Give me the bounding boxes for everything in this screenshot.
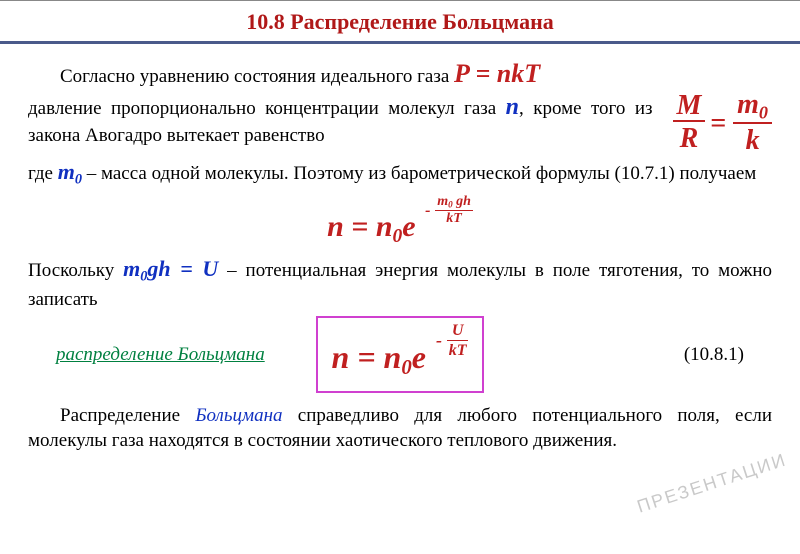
keyword-boltzmann: Больцмана bbox=[195, 405, 282, 426]
minus: - bbox=[425, 202, 430, 219]
exp-frac: U kT bbox=[447, 322, 469, 360]
para-4: Поскольку m0gh = U – потенциальная энерг… bbox=[28, 254, 772, 312]
eq-ideal-gas: P = nkT bbox=[454, 59, 540, 88]
body-content: Согласно уравнению состояния идеального … bbox=[0, 44, 800, 454]
expr-m0gh: m0gh = U bbox=[123, 256, 218, 281]
text: где bbox=[28, 163, 58, 184]
frac-left: M R bbox=[673, 92, 706, 156]
para-3: где m0 – масса одной молекулы. Поэтому и… bbox=[28, 157, 772, 190]
exp-num: m0 gh bbox=[435, 194, 473, 211]
text: – масса одной молекулы. Поэтому из баром… bbox=[82, 163, 756, 184]
para-1: Согласно уравнению состояния идеального … bbox=[28, 56, 772, 91]
var-n: n bbox=[506, 94, 519, 120]
eq-sign: = bbox=[710, 108, 733, 139]
exp-frac: m0 gh kT bbox=[435, 194, 473, 228]
section-header: 10.8 Распределение Больцмана bbox=[0, 0, 800, 44]
frac-num: m0 bbox=[733, 91, 772, 124]
text: Распределение bbox=[60, 405, 195, 426]
exp-den: kT bbox=[435, 211, 473, 228]
watermark: ПРЕЗЕНТАЦИИ bbox=[635, 449, 790, 517]
boltzmann-label: распределение Больцмана bbox=[56, 342, 265, 368]
frac-num: M bbox=[673, 92, 706, 122]
frac-right: m0 k bbox=[733, 91, 772, 157]
eq-boltzmann-box: n = n0e - U kT bbox=[316, 316, 485, 392]
text: давление пропорционально концентрации мо… bbox=[28, 98, 506, 119]
exponent: - m0 gh kT bbox=[425, 199, 473, 220]
exponent: - U kT bbox=[436, 330, 469, 351]
exp-num: U bbox=[447, 322, 469, 341]
frac-den: k bbox=[733, 124, 772, 158]
eq-lhs: n = n0e bbox=[332, 339, 434, 375]
avogadro-fraction: M R = m0 k bbox=[673, 91, 773, 157]
var-m0: m0 bbox=[58, 159, 82, 184]
eq-lhs: n = n0e bbox=[327, 210, 423, 243]
para-6: Распределение Больцмана справедливо для … bbox=[28, 403, 772, 454]
exp-den: kT bbox=[447, 341, 469, 360]
eq-boltzmann-row: распределение Больцмана n = n0e - U kT (… bbox=[28, 316, 772, 392]
para-2: M R = m0 k давление пропорционально конц… bbox=[28, 91, 772, 149]
text: Поскольку bbox=[28, 260, 123, 281]
frac-den: R bbox=[673, 122, 706, 156]
eq-barometric: n = n0e - m0 gh kT bbox=[28, 194, 772, 250]
section-title: 10.8 Распределение Больцмана bbox=[0, 9, 800, 35]
minus: - bbox=[436, 330, 442, 350]
eq-number: (10.8.1) bbox=[684, 342, 744, 368]
text: Согласно уравнению состояния идеального … bbox=[60, 66, 454, 87]
